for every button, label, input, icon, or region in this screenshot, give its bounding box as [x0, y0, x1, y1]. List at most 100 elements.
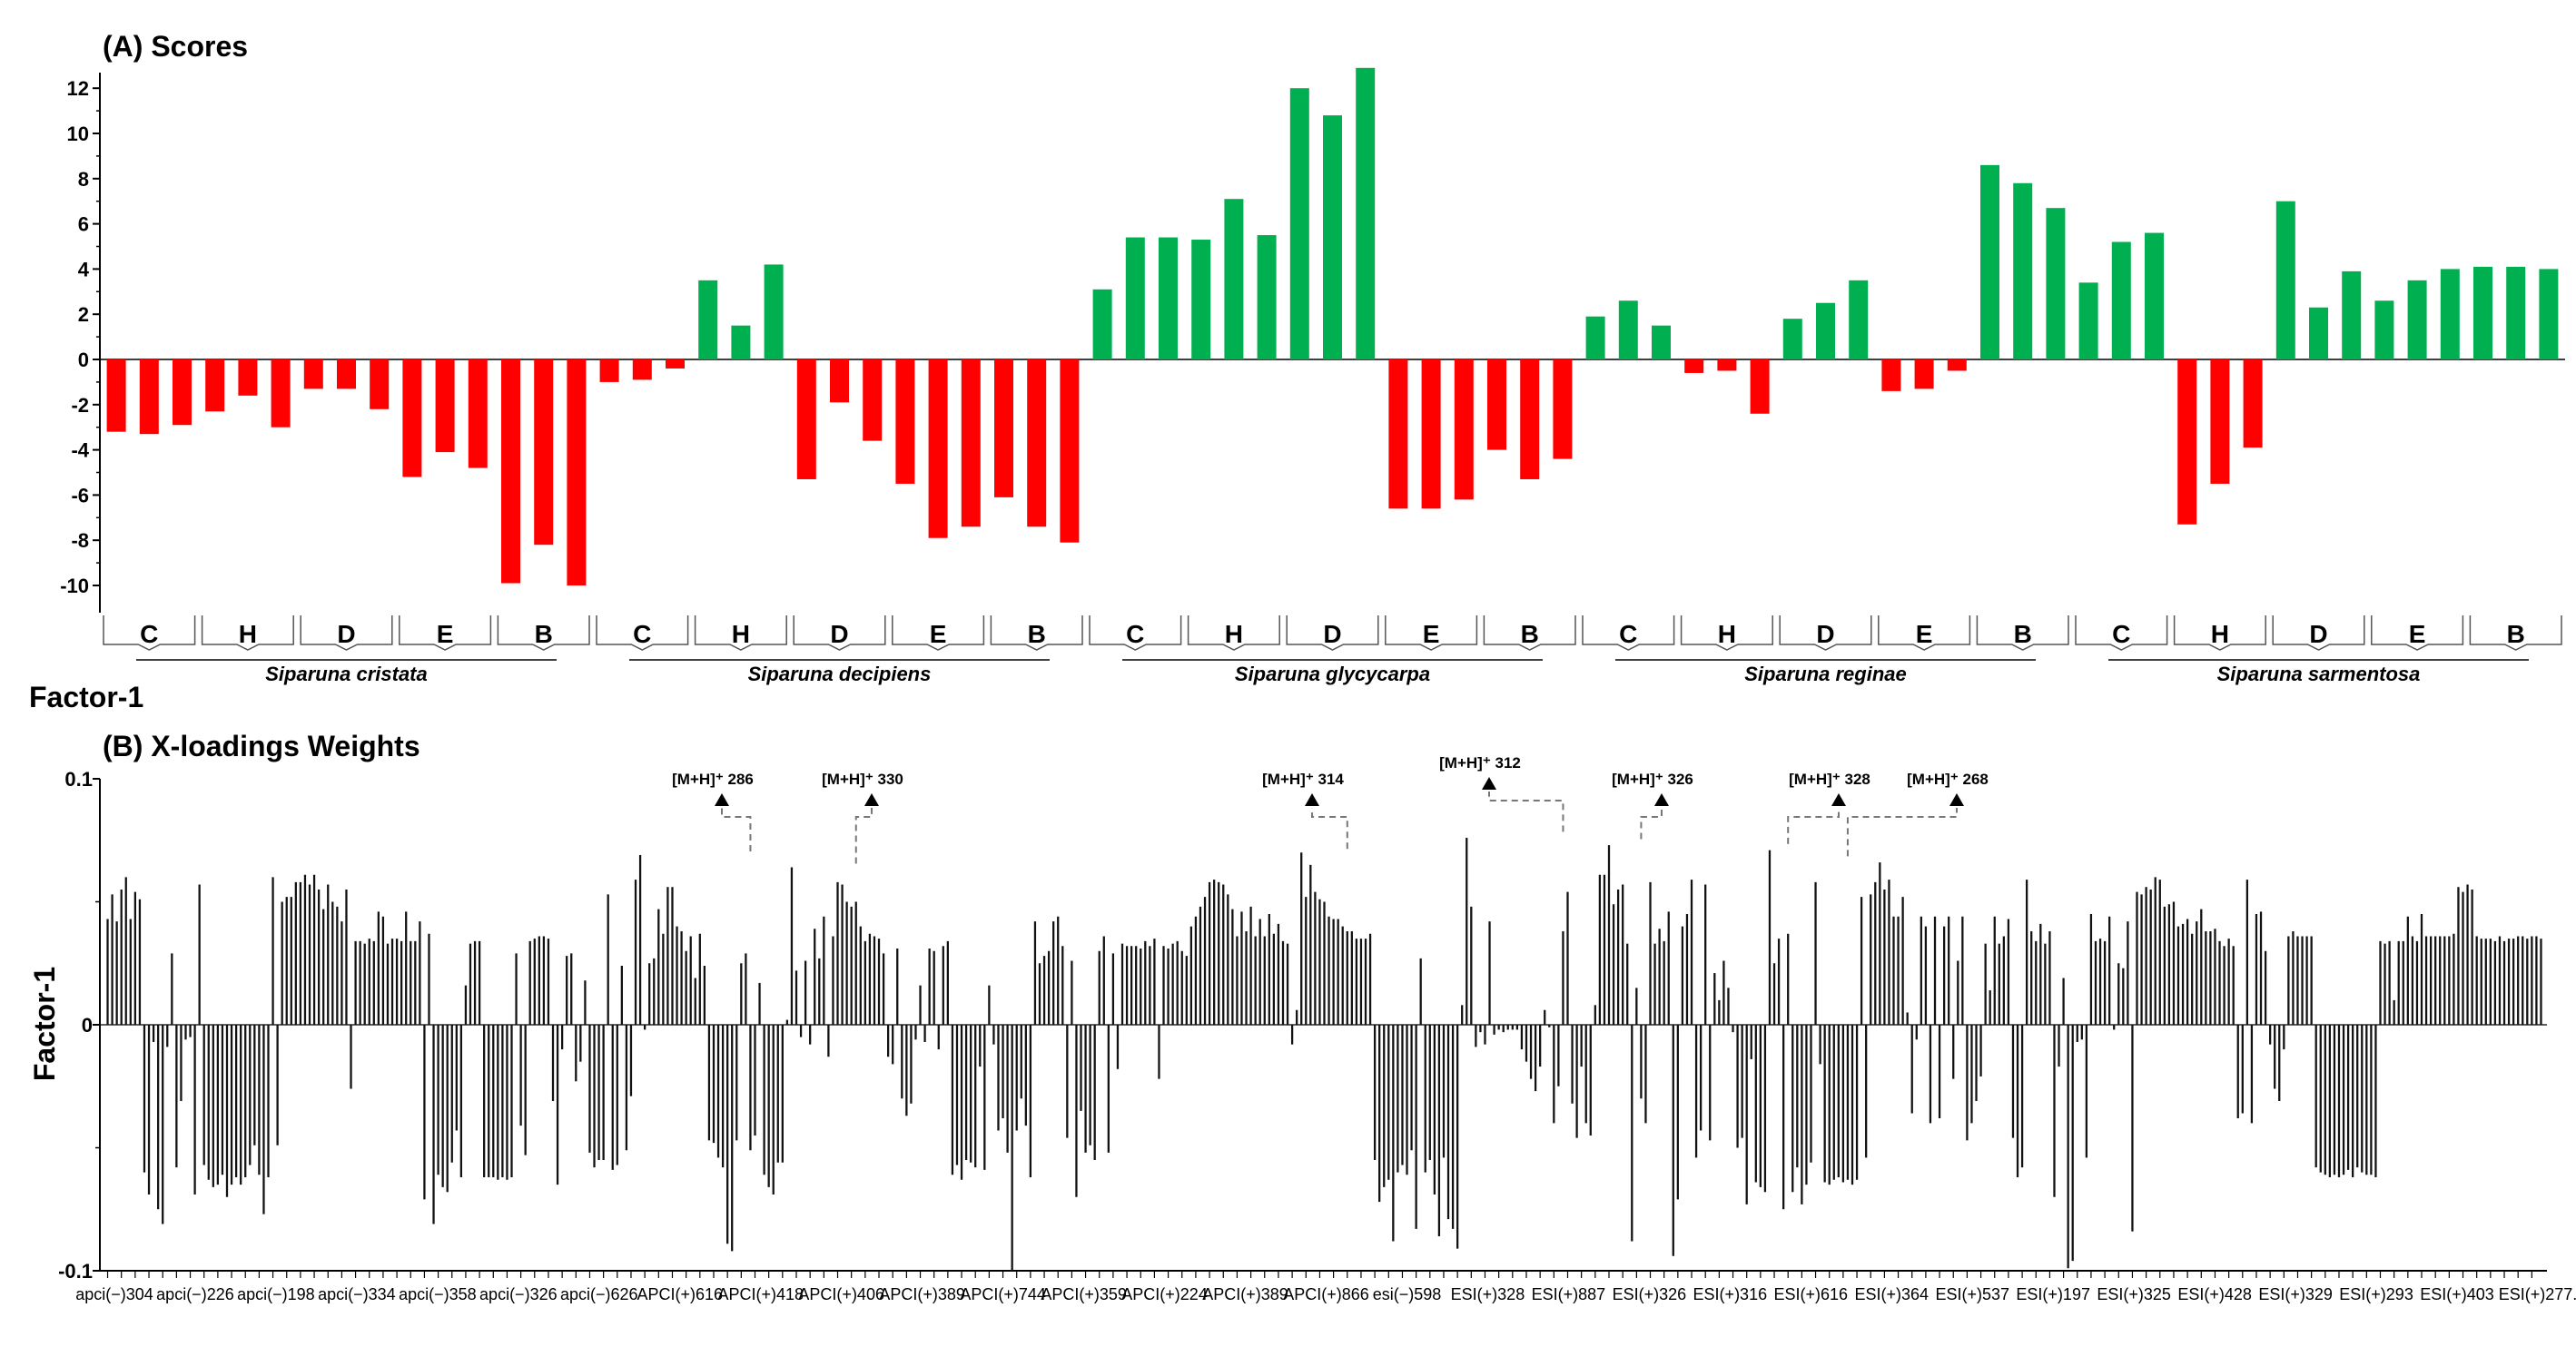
score-bar — [501, 359, 520, 584]
annotation-label: [M+H]⁺ 268 — [1907, 771, 1989, 788]
score-bar — [139, 359, 159, 435]
group-label: E — [1916, 620, 1933, 648]
score-bar — [764, 264, 784, 359]
group-label: H — [1225, 620, 1243, 648]
group-bracket — [1286, 615, 1379, 651]
x-tick-label: APCI(+)224 — [1121, 1285, 1208, 1303]
group-bracket — [2272, 615, 2365, 651]
species-label: Siparuna sarmentosa — [2217, 663, 2421, 685]
score-bar — [370, 359, 390, 409]
group-bracket — [1680, 615, 1773, 651]
group-label: D — [337, 620, 355, 648]
score-bar — [1980, 164, 1999, 359]
score-bar — [1191, 240, 1211, 359]
species-label: Siparuna reginae — [1744, 663, 1907, 685]
group-label: C — [2112, 620, 2130, 648]
score-bar — [271, 359, 291, 428]
score-bar — [2275, 201, 2295, 359]
scores-chart: 12 10 8 6 4 2 0 -2 -4 -6 -8 -10 C H D E B Siparuna crista… — [60, 67, 2565, 685]
score-bar — [796, 359, 816, 479]
group-bracket — [103, 615, 196, 651]
annotation-arrow — [1305, 793, 1319, 806]
y-tick-label: -8 — [71, 529, 89, 552]
group-bracket — [2075, 615, 2168, 651]
x-tick-label: apci(−)626 — [560, 1285, 638, 1303]
x-tick-label: APCI(+)866 — [1283, 1285, 1369, 1303]
score-bar — [1125, 237, 1145, 359]
x-tick-label: esi(−)598 — [1373, 1285, 1442, 1303]
x-tick-label: ESI(+)328 — [1451, 1285, 1525, 1303]
group-bracket — [596, 615, 689, 651]
score-bar — [567, 359, 587, 585]
group-label: E — [930, 620, 947, 648]
x-tick-label: apci(−)226 — [156, 1285, 234, 1303]
score-bar — [961, 359, 981, 527]
x-tick-label: ESI(+)887 — [1532, 1285, 1606, 1303]
x-tick-label: ESI(+)197 — [2016, 1285, 2090, 1303]
score-bar — [1947, 359, 1967, 371]
score-bar — [1092, 289, 1112, 359]
group-bracket — [300, 615, 393, 651]
score-bar — [1553, 359, 1573, 459]
annotation-connector — [854, 808, 873, 864]
score-bar — [435, 359, 455, 453]
score-bar — [2177, 359, 2197, 525]
group-bracket — [497, 615, 590, 651]
score-bar — [238, 359, 258, 396]
x-tick-label: ESI(+)325 — [2097, 1285, 2171, 1303]
y-tick-label: -0.1 — [58, 1260, 93, 1283]
x-tick-label: APCI(+)744 — [960, 1285, 1046, 1303]
annotation-label: [M+H]⁺ 286 — [672, 771, 754, 788]
score-bar — [2309, 307, 2328, 359]
group-bracket — [2173, 615, 2266, 651]
x-tick-label: apci(−)358 — [399, 1285, 477, 1303]
score-bar — [2473, 266, 2492, 359]
score-bar — [1356, 67, 1376, 359]
score-bar — [1652, 325, 1671, 359]
group-label: C — [633, 620, 651, 648]
score-bar — [1750, 359, 1770, 414]
y-tick-label: 8 — [78, 168, 89, 191]
score-bar — [731, 325, 751, 359]
score-bar — [994, 359, 1013, 497]
y-tick-label: -10 — [60, 575, 89, 597]
y-tick-label: -4 — [71, 439, 89, 462]
score-bar — [632, 359, 652, 380]
score-bar — [303, 359, 323, 389]
score-bar — [599, 359, 619, 382]
annotation-label: [M+H]⁺ 326 — [1612, 771, 1693, 788]
group-bracket — [2371, 615, 2464, 651]
species-label: Siparuna glycycarpa — [1235, 663, 1430, 685]
group-bracket — [990, 615, 1083, 651]
score-bar — [402, 359, 422, 477]
group-label: H — [732, 620, 750, 648]
group-label: B — [2507, 620, 2525, 648]
score-bar — [2374, 300, 2394, 359]
annotation-label: [M+H]⁺ 330 — [822, 771, 903, 788]
score-bar — [2342, 270, 2362, 359]
group-bracket — [201, 615, 294, 651]
x-tick-label: apci(−)326 — [479, 1285, 558, 1303]
group-label: E — [1423, 620, 1440, 648]
score-bar — [205, 359, 225, 412]
species-label: Siparuna cristata — [265, 663, 428, 685]
annotation-label: [M+H]⁺ 328 — [1789, 771, 1870, 788]
score-bar — [468, 359, 488, 468]
annotation-arrow — [864, 793, 879, 806]
group-label: B — [535, 620, 553, 648]
x-tick-label: APCI(+)616 — [637, 1285, 723, 1303]
score-bar — [666, 359, 685, 369]
group-label: D — [830, 620, 848, 648]
chart-a-title: (A) Scores — [103, 30, 248, 63]
group-label: D — [2309, 620, 2327, 648]
annotation-arrow — [1831, 793, 1846, 806]
group-label: B — [1028, 620, 1046, 648]
chart-a-ylabel: Factor-1 — [29, 681, 143, 713]
score-bar — [698, 280, 718, 359]
group-bracket — [694, 615, 787, 651]
x-tick-label: ESI(+)616 — [1774, 1285, 1849, 1303]
chart-b-ylabel: Factor-1 — [28, 967, 61, 1081]
annotation-connector — [1640, 808, 1663, 840]
group-label: B — [1521, 620, 1539, 648]
